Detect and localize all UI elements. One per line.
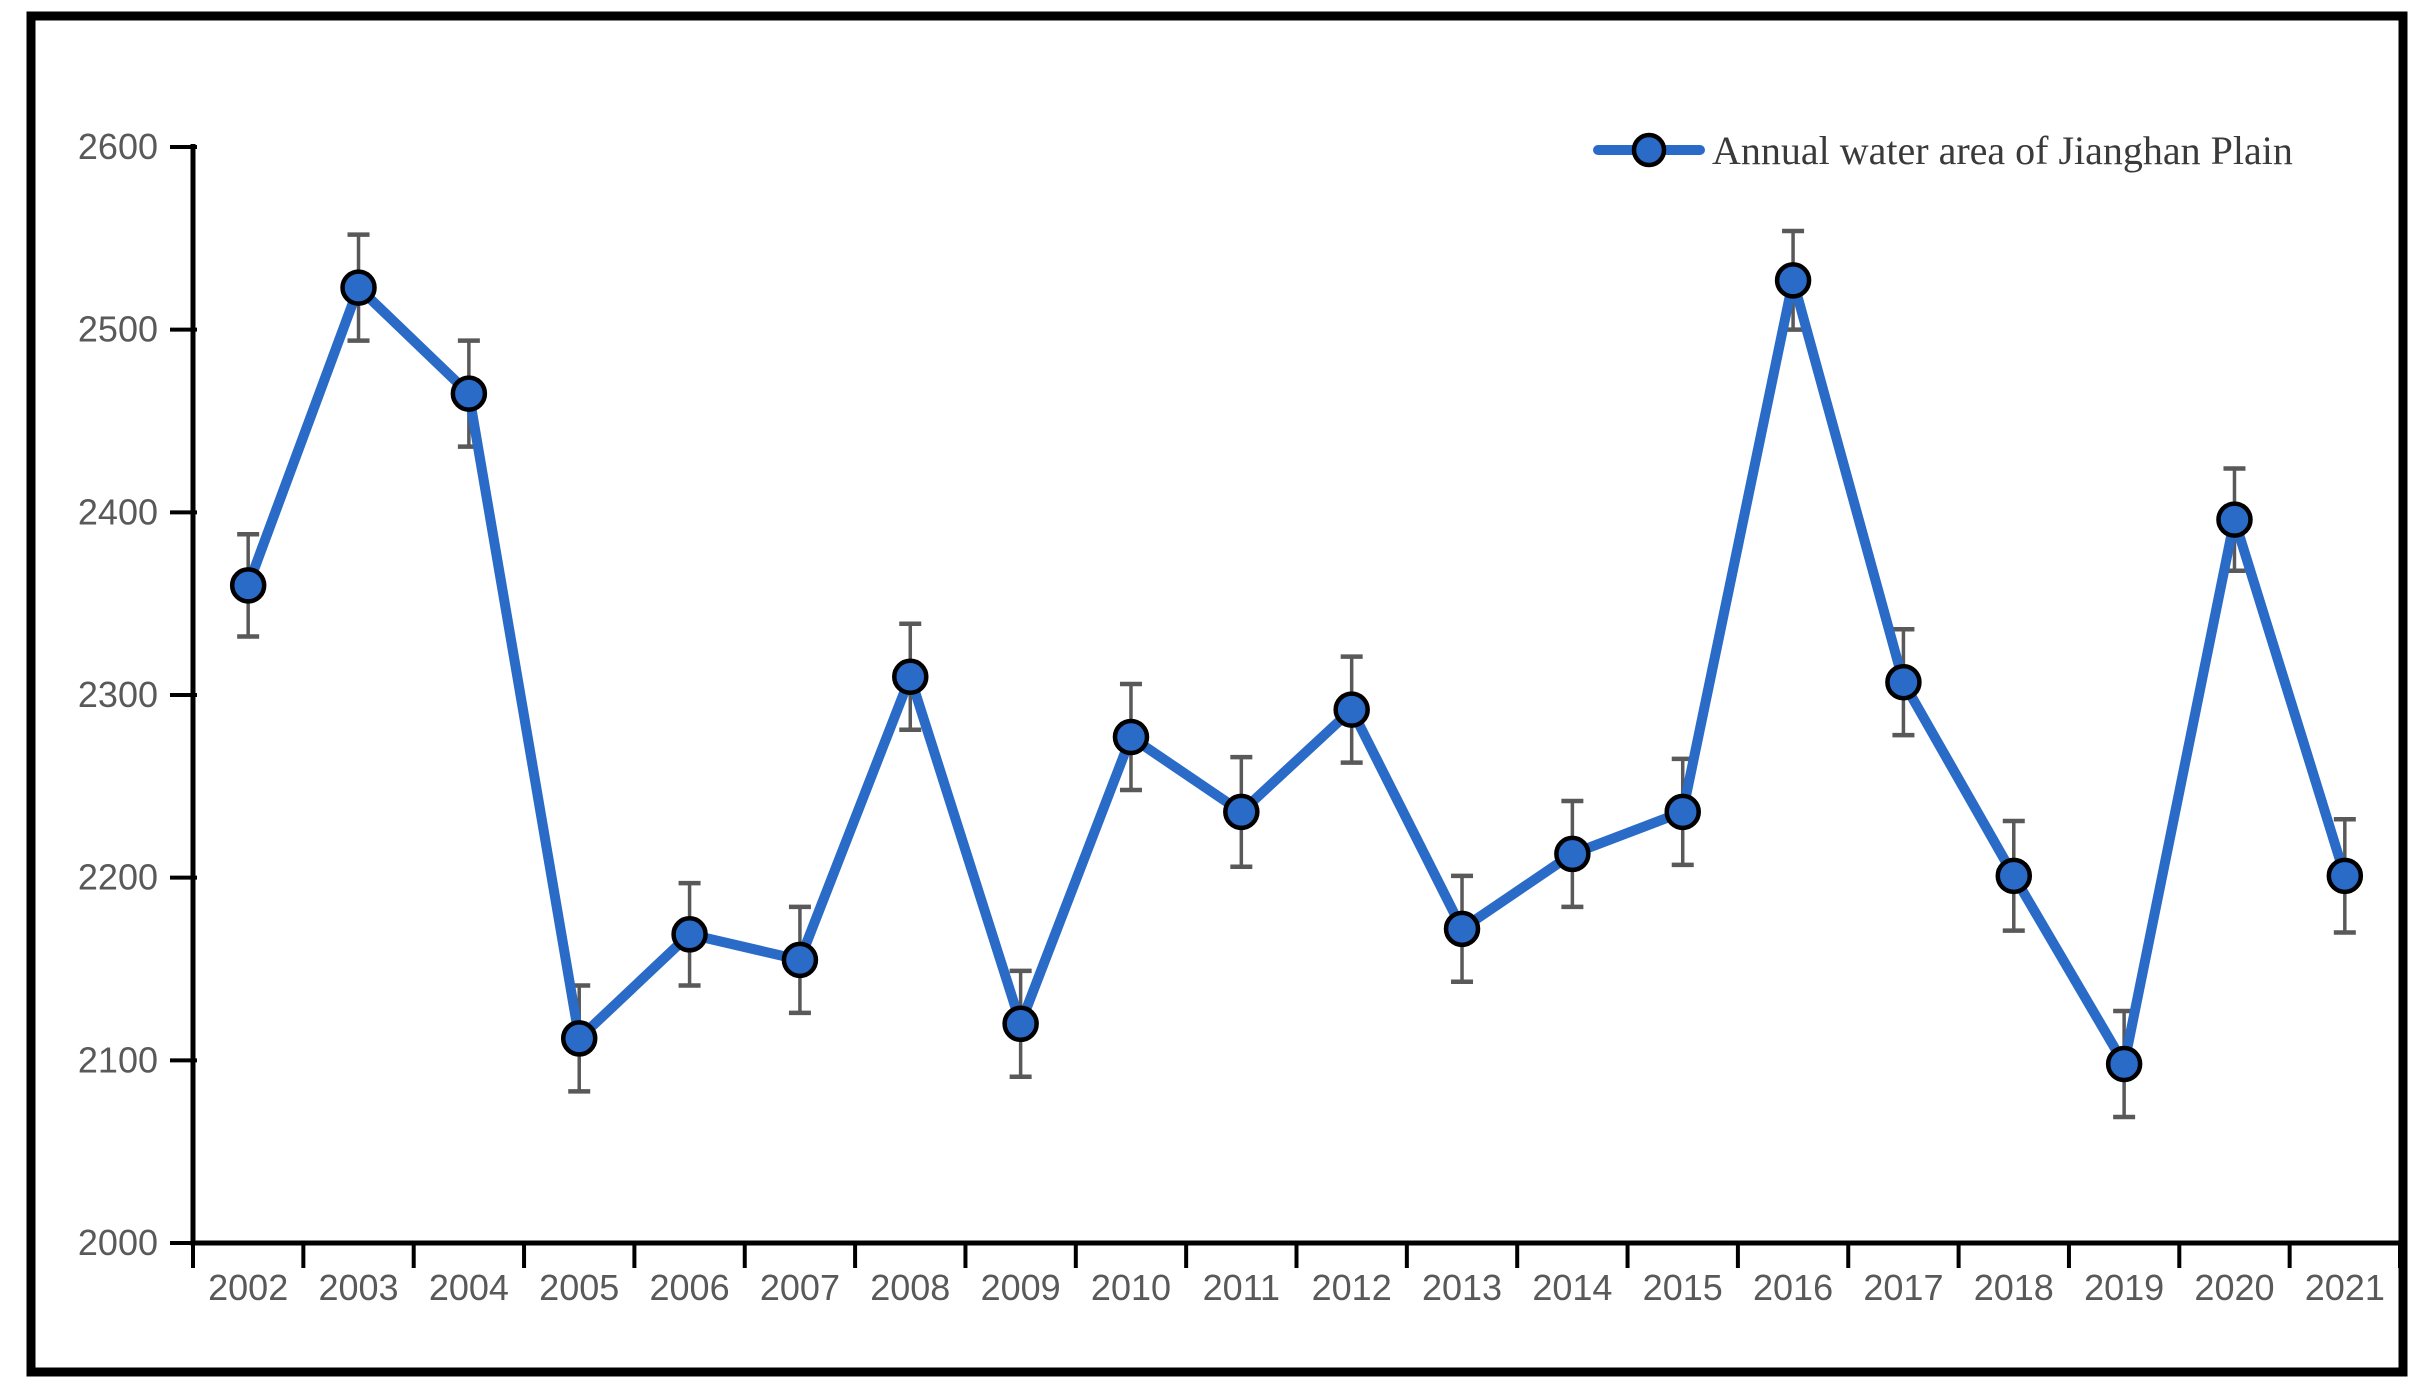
x-tick-label-2020: 2020 bbox=[2194, 1267, 2274, 1308]
data-point-marker-2007 bbox=[781, 941, 819, 979]
x-tick-label-2008: 2008 bbox=[870, 1267, 950, 1308]
x-tick-label-2003: 2003 bbox=[318, 1267, 398, 1308]
data-point-marker-2005 bbox=[560, 1020, 598, 1057]
x-tick-label-2009: 2009 bbox=[981, 1267, 1061, 1308]
data-point-marker-2015 bbox=[1664, 793, 1701, 831]
data-point-marker-2016 bbox=[1774, 262, 1812, 299]
y-axis-tick-labels: 2000 2100 2200 2300 2400 2500 2600 bbox=[78, 126, 158, 1263]
data-point-marker-2013 bbox=[1443, 910, 1481, 948]
y-tick-label-2500: 2500 bbox=[78, 309, 158, 350]
x-tick-label-2021: 2021 bbox=[2305, 1267, 2385, 1308]
x-tick-label-2014: 2014 bbox=[1532, 1267, 1612, 1308]
data-point-marker-2012 bbox=[1333, 691, 1370, 728]
data-point-marker-2017 bbox=[1885, 663, 1922, 701]
figure-border bbox=[26, 11, 2408, 1377]
data-point-marker-2008 bbox=[892, 658, 929, 695]
series-line bbox=[243, 275, 2350, 1069]
data-point-marker-2004 bbox=[450, 375, 488, 412]
legend: Annual water area of Jianghan Plain bbox=[1593, 128, 2293, 173]
x-tick-label-2010: 2010 bbox=[1091, 1267, 1171, 1308]
data-point-marker-2018 bbox=[1995, 857, 2033, 895]
x-tick-label-2018: 2018 bbox=[1974, 1267, 2054, 1308]
x-tick-label-2019: 2019 bbox=[2084, 1267, 2164, 1308]
x-tick-label-2017: 2017 bbox=[1863, 1267, 1943, 1308]
y-tick-label-2600: 2600 bbox=[78, 126, 158, 167]
x-tick-label-2016: 2016 bbox=[1753, 1267, 1833, 1308]
x-tick-label-2007: 2007 bbox=[760, 1267, 840, 1308]
y-tick-label-2000: 2000 bbox=[78, 1222, 158, 1263]
x-tick-label-2012: 2012 bbox=[1312, 1267, 1392, 1308]
data-point-marker-2002 bbox=[229, 567, 267, 604]
x-tick-label-2015: 2015 bbox=[1643, 1267, 1723, 1308]
legend-marker-sample bbox=[1631, 132, 1667, 168]
data-point-marker-2010 bbox=[1112, 718, 1150, 756]
data-point-marker-2019 bbox=[2105, 1045, 2143, 1083]
data-point-marker-2006 bbox=[671, 916, 708, 953]
data-point-marker-2003 bbox=[340, 269, 377, 306]
x-tick-label-2013: 2013 bbox=[1422, 1267, 1502, 1308]
y-tick-label-2300: 2300 bbox=[78, 674, 158, 715]
legend-label: Annual water area of Jianghan Plain bbox=[1712, 128, 2293, 173]
data-point-markers bbox=[229, 262, 2364, 1083]
x-axis-ticks bbox=[191, 1243, 2402, 1268]
data-point-marker-2014 bbox=[1554, 835, 1591, 873]
x-tick-label-2006: 2006 bbox=[650, 1267, 730, 1308]
data-point-marker-2021 bbox=[2326, 857, 2364, 895]
x-tick-label-2005: 2005 bbox=[539, 1267, 619, 1308]
data-point-marker-2020 bbox=[2216, 501, 2253, 538]
y-tick-label-2400: 2400 bbox=[78, 491, 158, 532]
y-tick-label-2200: 2200 bbox=[78, 857, 158, 898]
y-tick-label-2100: 2100 bbox=[78, 1039, 158, 1080]
data-point-marker-2011 bbox=[1223, 793, 1260, 831]
y-axis-ticks bbox=[170, 145, 197, 1245]
x-tick-label-2011: 2011 bbox=[1203, 1267, 1280, 1308]
error-bars bbox=[237, 228, 2356, 1120]
x-tick-label-2004: 2004 bbox=[429, 1267, 509, 1308]
data-point-marker-2009 bbox=[1002, 1005, 1039, 1043]
x-tick-label-2002: 2002 bbox=[208, 1267, 288, 1308]
x-axis-tick-labels: 2002 2003 2004 2005 2006 2007 2008 2009 2010 2011… bbox=[208, 1267, 2385, 1308]
